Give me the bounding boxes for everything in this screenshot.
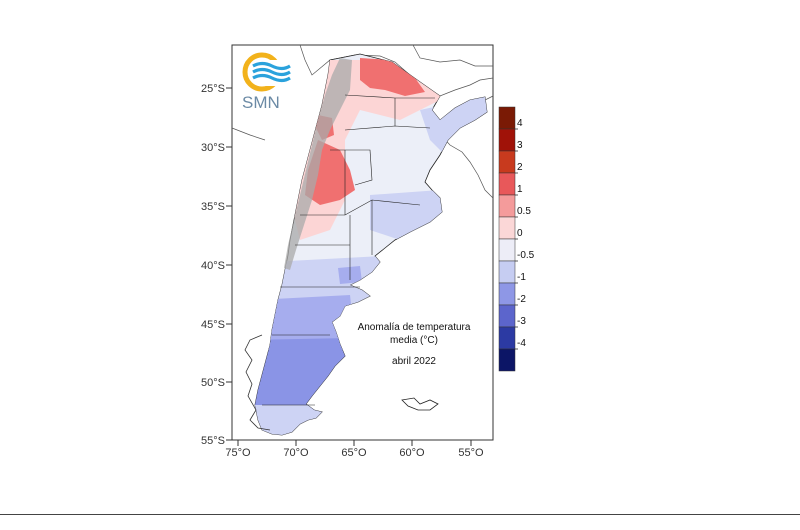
smn-logo: SMN (242, 52, 291, 112)
zone-warm-strong-north (360, 58, 425, 96)
x-tick-label: 65°O (341, 447, 367, 459)
legend-label: 0 (517, 228, 523, 239)
legend-swatch (498, 348, 516, 372)
annotation-title: Anomalía de temperatura (358, 322, 471, 333)
legend-swatch (498, 304, 516, 328)
x-tick-label: 55°O (458, 447, 484, 459)
falkland-islands (401, 397, 439, 411)
x-tick-label: 60°O (399, 447, 425, 459)
legend-swatch (498, 194, 516, 218)
andes-relief (284, 58, 352, 270)
logo-text: SMN (242, 93, 280, 112)
legend-label: 2 (517, 162, 523, 173)
legend-swatch (498, 326, 516, 350)
x-tick-label: 70°O (283, 447, 309, 459)
y-tick-label: 30°S (201, 142, 225, 154)
legend-label: 4 (517, 118, 523, 129)
legend-swatch (498, 238, 516, 262)
legend-swatch (498, 216, 516, 240)
axis-ticks (226, 87, 472, 446)
x-tick-label: 75°O (225, 447, 251, 459)
legend-label: -0.5 (517, 250, 535, 261)
annotation-units: media (°C) (390, 335, 438, 346)
footer-divider (0, 514, 800, 515)
legend-swatch (498, 172, 516, 196)
y-tick-label: 35°S (201, 201, 225, 213)
legend-swatch (498, 106, 516, 130)
y-tick-label: 45°S (201, 319, 225, 331)
annotation-date: abril 2022 (392, 356, 436, 367)
legend-label: -3 (517, 316, 526, 327)
legend-label: 3 (517, 140, 523, 151)
legend-swatch (498, 128, 516, 152)
color-legend: 4 3 2 1 0.5 0 -0.5 -1 -2 -3 -4 (498, 106, 535, 372)
legend-swatch (498, 150, 516, 174)
legend-label: -2 (517, 294, 526, 305)
y-tick-label: 40°S (201, 260, 225, 272)
province-borders (262, 94, 435, 406)
legend-label: -1 (517, 272, 526, 283)
legend-swatch (498, 260, 516, 284)
y-tick-label: 55°S (201, 435, 225, 447)
legend-label: -4 (517, 338, 526, 349)
chile-coast (244, 334, 271, 431)
legend-label: 0.5 (517, 206, 531, 217)
y-tick-label: 25°S (201, 83, 225, 95)
y-tick-label: 50°S (201, 377, 225, 389)
legend-label: 1 (517, 184, 523, 195)
logo-wave-icon (252, 61, 291, 71)
legend-swatch (498, 282, 516, 306)
